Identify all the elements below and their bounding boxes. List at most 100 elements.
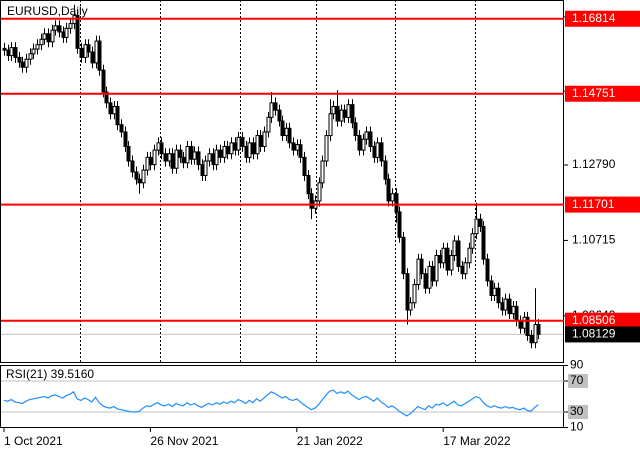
level-label-box	[565, 10, 640, 27]
candle-body	[225, 145, 230, 155]
candle-body	[445, 247, 450, 271]
candle-body	[185, 145, 190, 164]
candle-body	[470, 233, 475, 249]
level-label-box	[565, 85, 640, 102]
candle-body	[379, 142, 384, 162]
level-label-box	[565, 312, 640, 329]
candle-body	[390, 193, 395, 202]
candle-body	[251, 142, 256, 155]
candle-body	[123, 131, 128, 147]
candle-body	[335, 105, 340, 122]
bid-label: 1.08129	[572, 327, 616, 341]
candle-body	[412, 284, 417, 304]
candle-body	[192, 151, 197, 160]
candle-body	[57, 25, 62, 33]
level-label: 1.08506	[572, 313, 616, 327]
candle-body	[137, 178, 142, 184]
level-label: 1.14751	[572, 86, 616, 100]
candle-body	[2, 47, 7, 51]
candle-body	[350, 104, 355, 124]
candle-body	[467, 247, 472, 264]
candle-body	[485, 258, 490, 282]
candle-body	[342, 109, 347, 118]
rsi-label: RSI(21) 39.5160	[6, 367, 94, 381]
candle-body	[273, 102, 278, 111]
candle-body	[196, 151, 201, 166]
candle-body	[174, 149, 179, 169]
candle-body	[503, 298, 508, 311]
candle-body	[449, 255, 454, 271]
bid-label-box	[565, 326, 640, 343]
candle-body	[79, 47, 84, 58]
candle-body	[481, 225, 486, 260]
candle-body	[181, 156, 186, 164]
rsi-frame	[0, 365, 564, 428]
candle-body	[423, 273, 428, 289]
candle-body	[141, 169, 146, 184]
candle-body	[31, 48, 36, 55]
candle-body	[86, 44, 91, 53]
candle-body	[408, 302, 413, 311]
candle-body	[9, 47, 14, 57]
candle-body	[324, 135, 329, 162]
candle-body	[397, 211, 402, 238]
candle-body	[35, 44, 40, 50]
candle-body	[478, 218, 483, 227]
candle-body	[353, 122, 358, 137]
rsi-level-box	[568, 405, 588, 420]
x-tick-label: 1 Oct 2021	[4, 434, 63, 448]
candle-body	[514, 305, 519, 322]
level-label: 1.16814	[572, 11, 616, 25]
candle-body	[50, 29, 55, 43]
candle-body	[492, 287, 497, 296]
rsi-y-tick-label: 70	[570, 373, 584, 387]
candle-body	[401, 236, 406, 275]
rsi-y-tick-label: 10	[570, 420, 584, 434]
candle-body	[134, 171, 139, 180]
candle-body	[536, 324, 541, 335]
candle-body	[287, 127, 292, 144]
candle-body	[163, 153, 168, 162]
candle-body	[383, 160, 388, 180]
candle-body	[13, 47, 18, 58]
candle-body	[214, 149, 219, 166]
candle-body	[24, 58, 29, 68]
candle-body	[309, 193, 314, 209]
rsi-level-box	[568, 373, 588, 388]
candle-body	[240, 136, 245, 147]
candle-body	[207, 153, 212, 162]
candle-body	[331, 105, 336, 115]
candle-body	[298, 144, 303, 158]
candle-body	[115, 105, 120, 126]
candle-body	[203, 160, 208, 177]
chart-title: EURUSD,Daily	[7, 4, 88, 18]
month-separators	[80, 0, 476, 362]
candle-body	[262, 131, 267, 147]
plot	[1, 4, 564, 349]
candle-body	[218, 149, 223, 158]
x-tick-label: 17 Mar 2022	[443, 434, 511, 448]
candle-body	[97, 40, 102, 71]
candle-body	[394, 193, 399, 213]
level-label: 1.11701	[572, 197, 615, 211]
candle-body	[53, 25, 58, 31]
candle-body	[90, 51, 95, 64]
candle-body	[28, 53, 33, 60]
main-frame	[0, 0, 564, 363]
candle-body	[496, 287, 501, 304]
candle-body	[269, 102, 274, 118]
candle-body	[101, 69, 106, 93]
rsi-y-tick-label: 90	[570, 358, 584, 372]
candle-body	[20, 61, 25, 68]
x-tick-label: 26 Nov 2021	[150, 434, 218, 448]
candle-body	[119, 124, 124, 133]
candle-body	[17, 56, 22, 63]
candle-body	[441, 247, 446, 264]
candle-body	[258, 135, 263, 147]
candle-body	[434, 255, 439, 282]
rsi-y-tick-label: 30	[570, 404, 584, 418]
candle-body	[430, 265, 435, 282]
candle-body	[68, 23, 73, 29]
